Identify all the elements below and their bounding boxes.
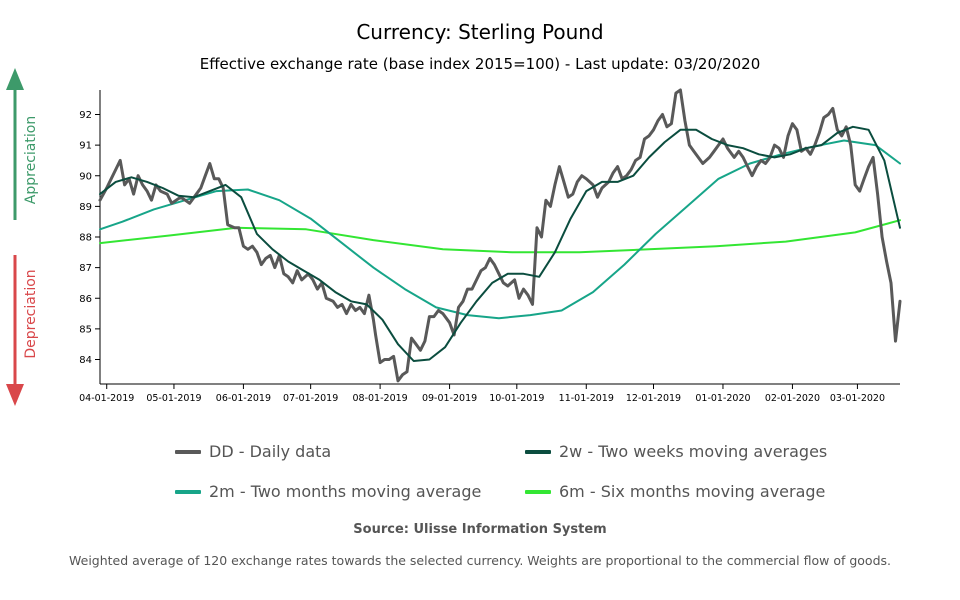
- legend-label-dd: DD - Daily data: [209, 442, 332, 461]
- legend-swatch-6m: [525, 489, 551, 494]
- y-tick-label: 85: [79, 324, 92, 335]
- x-tick-label: 11-01-2019: [559, 393, 614, 404]
- x-tick-label: 05-01-2019: [146, 393, 201, 404]
- x-tick-label: 07-01-2019: [283, 393, 338, 404]
- y-tick-label: 90: [79, 171, 92, 182]
- x-tick-label: 01-01-2020: [695, 393, 750, 404]
- appreciation-arrow-head-icon: [6, 68, 24, 90]
- legend-item-dd[interactable]: DD - Daily data: [175, 442, 331, 461]
- y-axis-ticks: 84 85 86 87 88 89 90 91 92: [79, 110, 100, 366]
- x-axis-ticks: 04-01-2019 05-01-2019 06-01-2019 07-01-2019…: [79, 384, 885, 404]
- depreciation-indicator: Depreciation: [6, 255, 39, 406]
- chart-title: Currency: Sterling Pound: [356, 20, 604, 44]
- x-tick-label: 03-01-2020: [830, 393, 885, 404]
- y-tick-label: 88: [79, 233, 92, 244]
- chart-subtitle: Effective exchange rate (base index 2015…: [199, 55, 761, 73]
- x-tick-label: 10-01-2019: [489, 393, 544, 404]
- legend-label-6m: 6m - Six months moving average: [559, 482, 826, 501]
- source-note: Source: Ulisse Information System: [353, 522, 607, 537]
- appreciation-indicator: Appreciation: [6, 68, 39, 220]
- x-tick-label: 12-01-2019: [626, 393, 681, 404]
- legend-swatch-2w: [525, 449, 551, 454]
- y-tick-label: 89: [79, 202, 92, 213]
- x-tick-label: 06-01-2019: [216, 393, 271, 404]
- appreciation-label: Appreciation: [23, 116, 39, 204]
- series-line-1: [99, 125, 901, 362]
- x-tick-label: 04-01-2019: [79, 393, 134, 404]
- series-lines: [98, 88, 902, 383]
- legend-label-2m: 2m - Two months moving average: [209, 482, 482, 501]
- footnote: Weighted average of 120 exchange rates t…: [69, 553, 891, 568]
- depreciation-arrow-head-icon: [6, 384, 24, 406]
- x-tick-label: 02-01-2020: [765, 393, 820, 404]
- x-tick-label: 09-01-2019: [422, 393, 477, 404]
- legend-item-2w[interactable]: 2w - Two weeks moving averages: [525, 442, 827, 461]
- x-tick-label: 08-01-2019: [353, 393, 408, 404]
- series-line-0: [98, 88, 902, 383]
- y-tick-label: 91: [79, 141, 92, 152]
- legend-swatch-2m: [175, 489, 201, 494]
- legend-label-2w: 2w - Two weeks moving averages: [559, 442, 828, 461]
- legend-item-2m[interactable]: 2m - Two months moving average: [175, 482, 481, 501]
- series-line-3: [99, 219, 901, 254]
- depreciation-label: Depreciation: [23, 269, 39, 358]
- legend-swatch-dd: [175, 449, 201, 454]
- y-tick-label: 87: [79, 263, 92, 274]
- y-tick-label: 84: [79, 355, 92, 366]
- y-tick-label: 92: [79, 110, 92, 121]
- legend-item-6m[interactable]: 6m - Six months moving average: [525, 482, 825, 501]
- y-tick-label: 86: [79, 294, 92, 305]
